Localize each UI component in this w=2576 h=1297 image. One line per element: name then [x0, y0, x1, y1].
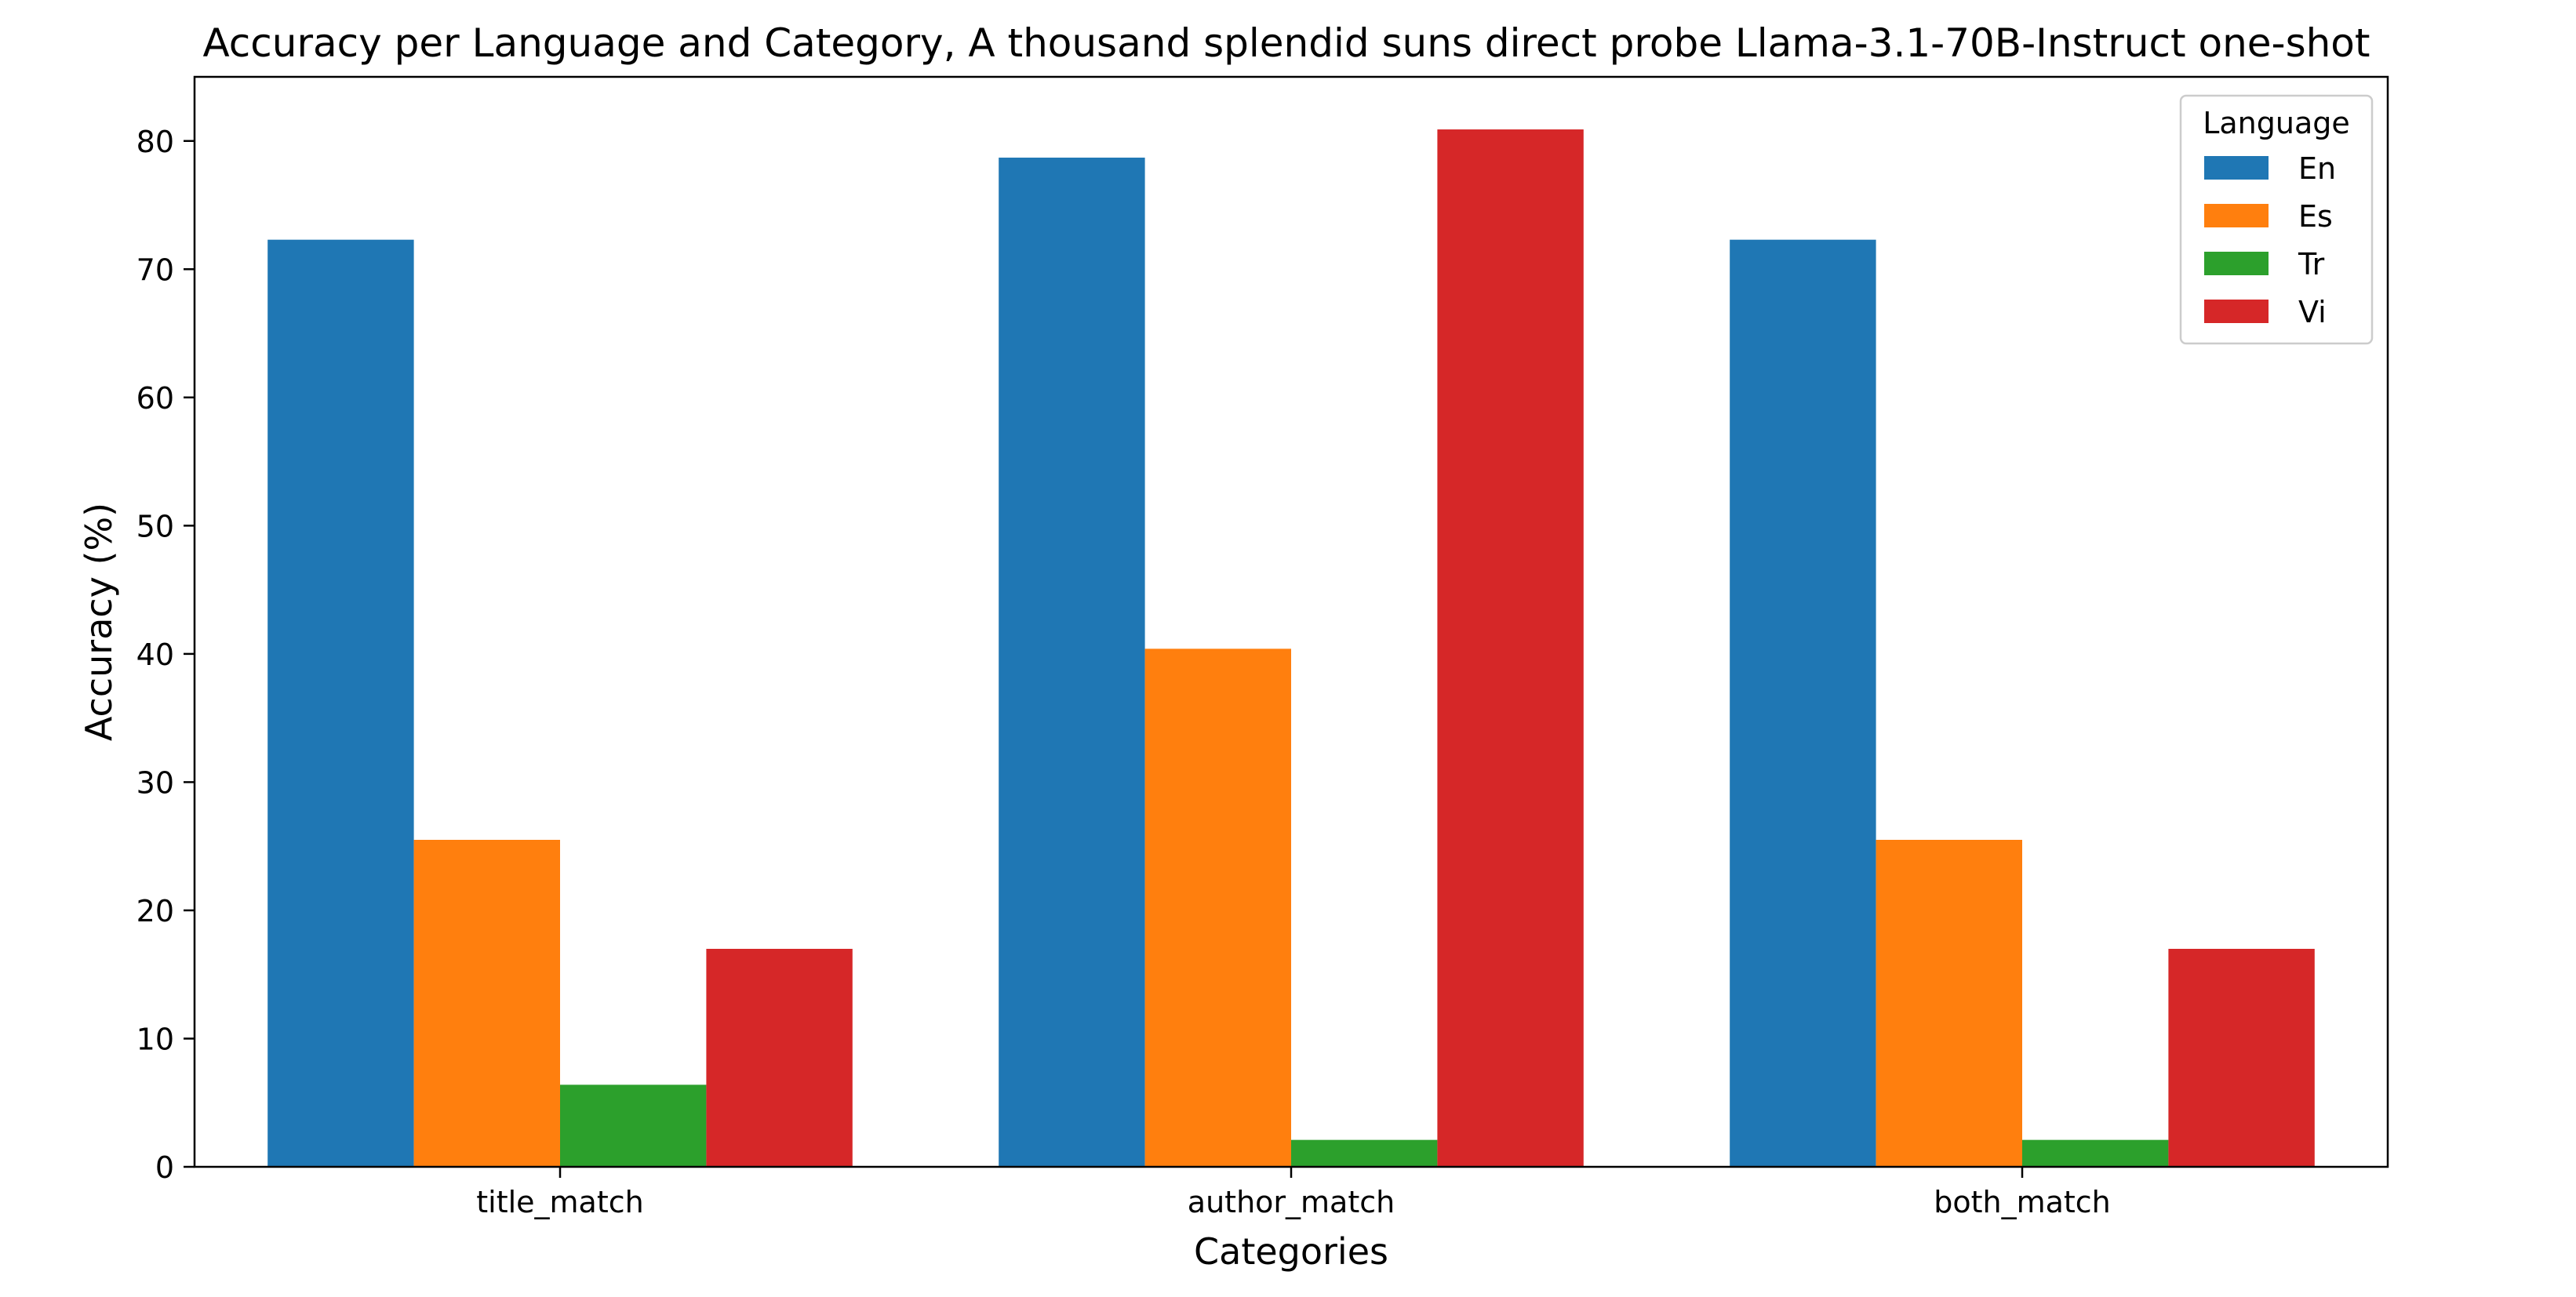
bar-en-title-match: [267, 239, 414, 1167]
x-tick-label: author_match: [1188, 1185, 1395, 1219]
bar-vi-both-match: [2168, 949, 2315, 1167]
legend: Language En Es Tr Vi: [2179, 94, 2374, 345]
y-tick-label: 0: [155, 1150, 174, 1185]
y-tick-label: 60: [136, 381, 174, 416]
y-tick-label: 40: [136, 638, 174, 672]
legend-swatch-es: [2204, 204, 2269, 227]
legend-label-tr: Tr: [2298, 247, 2325, 282]
legend-swatch-vi: [2204, 300, 2269, 323]
bar-en-author-match: [999, 158, 1145, 1167]
legend-label-en: En: [2298, 151, 2336, 186]
bar-es-both-match: [1876, 840, 2022, 1167]
y-tick-label: 50: [136, 509, 174, 543]
y-tick-label: 80: [136, 125, 174, 159]
y-tick-label: 30: [136, 765, 174, 800]
bar-vi-author-match: [1437, 129, 1584, 1167]
y-axis-label: Accuracy (%): [78, 503, 120, 741]
x-tick-label: title_match: [476, 1185, 643, 1219]
legend-swatch-tr: [2204, 252, 2269, 275]
legend-label-vi: Vi: [2298, 295, 2327, 329]
axes-layer: 0 10 20 30 40 50 60 70 80 title_match author_match…: [136, 75, 2389, 1219]
legend-label-es: Es: [2298, 199, 2333, 234]
y-tick-label: 20: [136, 894, 174, 928]
legend-swatch-en: [2204, 156, 2269, 180]
bar-tr-both-match: [2022, 1139, 2169, 1167]
bar-vi-title-match: [706, 949, 853, 1167]
bars-layer: [267, 129, 2315, 1167]
chart-title: Accuracy per Language and Category, A th…: [202, 20, 2370, 66]
y-tick-label: 10: [136, 1022, 174, 1056]
legend-title: Language: [2203, 106, 2350, 140]
bar-tr-title-match: [560, 1084, 707, 1167]
y-tick-label: 70: [136, 252, 174, 287]
bar-en-both-match: [1730, 239, 1876, 1167]
bar-es-author-match: [1144, 648, 1291, 1167]
bar-es-title-match: [413, 840, 560, 1167]
x-tick-label: both_match: [1934, 1185, 2111, 1219]
x-axis-label: Categories: [1194, 1230, 1388, 1273]
bar-tr-author-match: [1291, 1139, 1438, 1167]
